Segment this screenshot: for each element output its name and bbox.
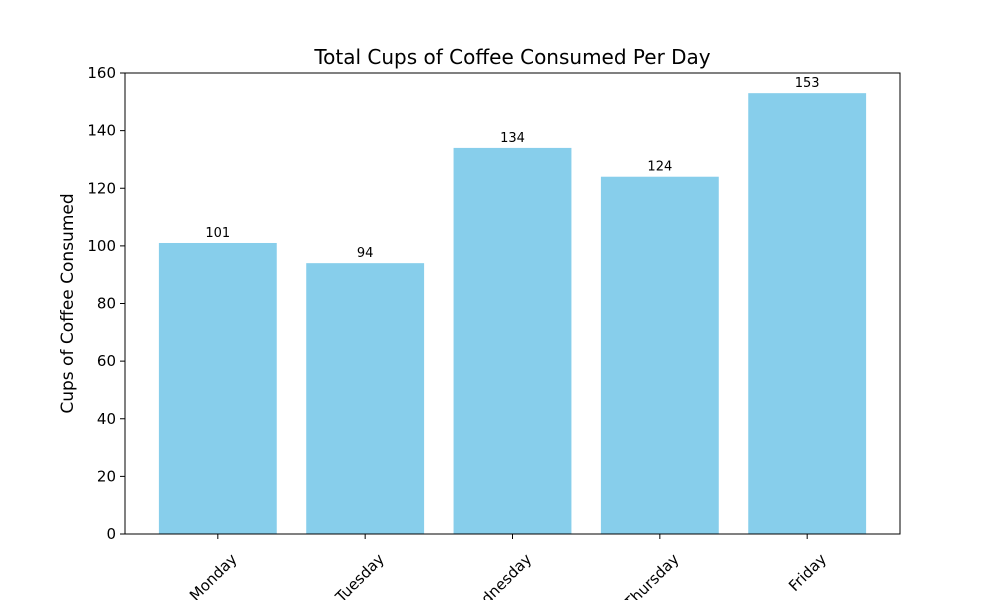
bar-monday [158, 242, 277, 535]
y-tick-label-100: 100 [87, 237, 116, 255]
data-label-friday: 153 [795, 76, 820, 91]
bar-friday [748, 93, 867, 535]
y-tick-label-80: 80 [97, 295, 116, 313]
chart-title: Total Cups of Coffee Consumed Per Day [313, 45, 710, 69]
y-tick-label-0: 0 [106, 525, 116, 543]
y-axis-label: Cups of Coffee Consumed [58, 193, 78, 413]
bar-wednesday [453, 147, 572, 534]
data-label-tuesday: 94 [357, 246, 374, 261]
y-tick-label-60: 60 [97, 352, 116, 370]
plot-frame [124, 72, 901, 535]
y-tick-label-40: 40 [97, 410, 116, 428]
y-tick-label-160: 160 [87, 64, 116, 82]
bars-layer [158, 93, 867, 535]
data-label-thursday: 124 [647, 160, 672, 175]
y-tick-label-20: 20 [97, 467, 116, 485]
data-labels-layer: 101 94 134 124 153 [205, 76, 819, 261]
y-axis-ticks: 0 20 40 60 80 100 120 140 160 [87, 64, 125, 543]
data-label-wednesday: 134 [500, 131, 525, 146]
data-label-monday: 101 [205, 226, 230, 241]
y-tick-label-140: 140 [87, 122, 116, 140]
bar-thursday [600, 176, 719, 534]
bar-tuesday [306, 263, 425, 534]
y-tick-label-120: 120 [87, 179, 116, 197]
